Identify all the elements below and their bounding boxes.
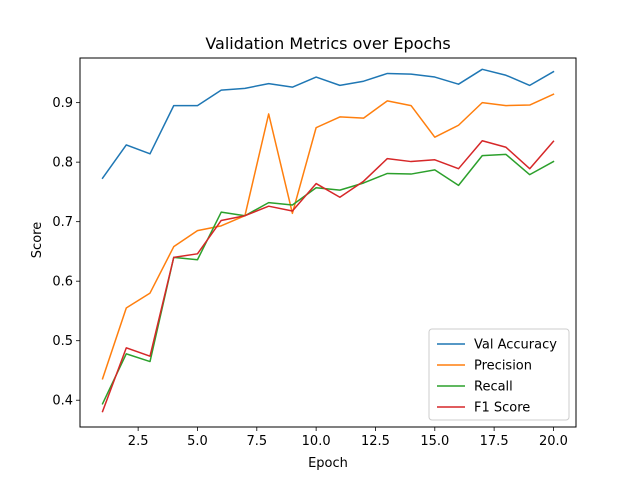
x-tick-label: 17.5 bbox=[480, 434, 509, 449]
legend-label-precision: Precision bbox=[474, 359, 532, 374]
x-tick-label: 5.0 bbox=[187, 434, 208, 449]
series-line-val-accuracy bbox=[101, 68, 555, 180]
series-line-precision bbox=[101, 93, 555, 380]
x-tick-label: 15.0 bbox=[420, 434, 449, 449]
x-tick-label: 2.5 bbox=[128, 434, 149, 449]
legend-label-f1-score: F1 Score bbox=[474, 401, 530, 416]
legend: Val Accuracy Precision Recall F1 Score bbox=[428, 328, 570, 421]
x-tick-label: 20.0 bbox=[539, 434, 568, 449]
legend-label-val-accuracy: Val Accuracy bbox=[474, 338, 557, 353]
x-tick-label: 12.5 bbox=[361, 434, 390, 449]
chart-title: Validation Metrics over Epochs bbox=[205, 34, 450, 53]
plot-area-frame bbox=[79, 57, 577, 428]
y-tick-label: 0.6 bbox=[52, 275, 73, 290]
y-tick-label: 0.9 bbox=[52, 96, 73, 111]
x-tick-label: 7.5 bbox=[246, 434, 267, 449]
x-axis-label: Epoch bbox=[308, 456, 348, 471]
x-tick-label: 10.0 bbox=[302, 434, 331, 449]
x-axis-ticks: 2.5 5.0 7.5 10.0 12.5 15.0 17.5 20.0 bbox=[128, 427, 568, 449]
y-tick-label: 0.4 bbox=[52, 394, 73, 409]
y-tick-label: 0.7 bbox=[52, 215, 73, 230]
series-line-f1-score bbox=[101, 139, 555, 413]
series-layer bbox=[101, 68, 555, 413]
y-tick-label: 0.8 bbox=[52, 156, 73, 171]
legend-frame bbox=[428, 328, 570, 421]
series-line-recall bbox=[101, 153, 555, 405]
y-axis-label: Score bbox=[30, 222, 45, 258]
y-axis-ticks: 0.4 0.5 0.6 0.7 0.8 0.9 bbox=[52, 96, 80, 409]
y-tick-label: 0.5 bbox=[52, 334, 73, 349]
legend-label-recall: Recall bbox=[474, 380, 513, 395]
